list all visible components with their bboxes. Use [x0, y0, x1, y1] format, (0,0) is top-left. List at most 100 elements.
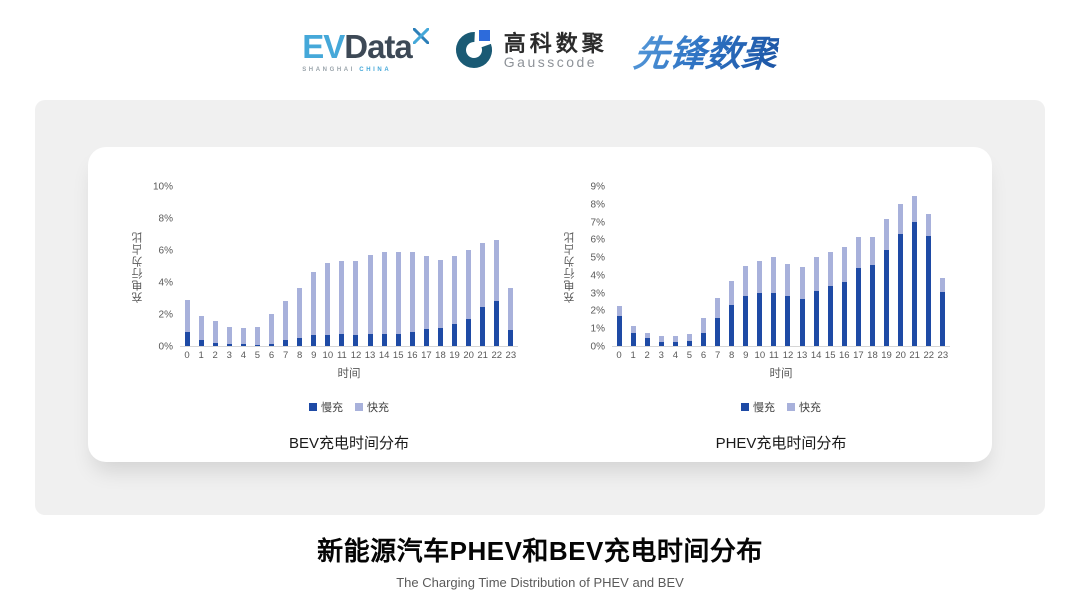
bar-segment-fast: [785, 264, 791, 297]
bar-segment-slow: [409, 331, 415, 346]
bar-hour-2: [640, 332, 654, 346]
gray-panel: 充电行为占比 0% 2% 4% 6% 8% 10% 0 1 2 3 4 5 6 7 8 9 10 11 12 13 1…: [35, 100, 1045, 515]
legend-label: 快充: [367, 402, 389, 414]
legend-item-fast: 快充: [787, 399, 821, 415]
stacked-bar: [212, 321, 218, 346]
bar-hour-12: [349, 261, 363, 346]
bar-segment-slow: [827, 286, 833, 346]
stacked-bar: [701, 317, 706, 346]
stacked-bar: [785, 264, 791, 346]
y-tick-label: 0%: [158, 341, 173, 353]
stacked-bar: [325, 262, 331, 346]
bar-segment-fast: [869, 236, 875, 266]
bar-hour-17: [851, 236, 865, 346]
bar-hour-23: [504, 288, 518, 346]
bar-segment-slow: [757, 292, 763, 346]
evdata-x-mark-icon: [412, 16, 430, 49]
page-subtitle: The Charging Time Distribution of PHEV a…: [396, 575, 684, 590]
bar-segment-slow: [367, 334, 373, 346]
bar-hour-14: [377, 252, 391, 346]
bar-segment-fast: [658, 336, 664, 342]
y-tick-label: 6%: [590, 234, 605, 246]
x-tick-label: 15: [392, 350, 404, 361]
legend-label: 快充: [799, 402, 821, 414]
bar-segment-fast: [339, 261, 345, 334]
bar-segment-fast: [437, 259, 443, 328]
stacked-bar: [466, 250, 472, 346]
bar-segment-fast: [198, 315, 204, 341]
stacked-bar: [184, 299, 190, 346]
stacked-bar: [297, 288, 303, 346]
legend-swatch: [741, 403, 749, 411]
evdata-ev-text: EV: [302, 27, 345, 65]
bev-y-axis-label: 充电行为占比: [132, 231, 144, 303]
stacked-bar: [827, 251, 833, 346]
stacked-bar: [841, 247, 847, 346]
x-tick-label: 13: [364, 350, 376, 361]
bar-segment-fast: [701, 317, 706, 333]
bar-segment-slow: [701, 332, 706, 346]
bar-hour-15: [823, 251, 837, 346]
x-tick-label: 22: [491, 350, 503, 361]
y-tick-label: 3%: [590, 288, 605, 300]
x-tick-label: 23: [937, 350, 949, 361]
stacked-bar: [912, 195, 918, 346]
x-tick-label: 14: [810, 350, 822, 361]
x-tick-label: 19: [881, 350, 892, 361]
bar-segment-fast: [423, 256, 429, 330]
bar-segment-fast: [855, 236, 861, 268]
gausscode-logo: 高科数聚 Gausscode: [454, 26, 608, 77]
phev-chart: 充电行为占比 0% 1% 2% 3% 4% 5% 6% 7% 8% 9% 0 1 2 3 4 5 6 7 8 9 10…: [562, 182, 950, 462]
x-tick-label: 16: [839, 350, 850, 361]
x-tick-label: 1: [198, 350, 204, 361]
bar-segment-fast: [297, 288, 303, 338]
phev-chart-plot-area: 充电行为占比 0% 1% 2% 3% 4% 5% 6% 7% 8% 9% 0 1 2 3 4 5 6 7 8 9 10…: [562, 182, 950, 453]
evdata-subtitle: SHANGHAI CHINA: [302, 67, 428, 73]
bar-segment-fast: [630, 325, 636, 333]
x-tick-label: 18: [435, 350, 446, 361]
stacked-bar: [686, 333, 692, 346]
bar-segment-slow: [715, 317, 721, 346]
x-tick-label: 12: [782, 350, 794, 361]
phev-x-axis-label: 时间: [769, 368, 793, 380]
bev-y-axis-ticks: 0% 2% 4% 6% 8% 10%: [146, 182, 180, 353]
legend-swatch: [355, 403, 363, 411]
bev-chart-title: BEV充电时间分布: [288, 435, 409, 452]
bar-segment-slow: [325, 334, 331, 346]
stacked-bar: [855, 236, 861, 346]
x-tick-label: 10: [754, 350, 766, 361]
stacked-bar: [395, 252, 401, 346]
bar-segment-fast: [884, 218, 890, 250]
bar-hour-20: [462, 250, 476, 346]
stacked-bar: [339, 261, 345, 346]
bev-x-axis-label: 时间: [337, 368, 361, 380]
bar-hour-6: [264, 314, 278, 346]
bar-hour-0: [612, 306, 626, 346]
bar-hour-9: [307, 272, 321, 346]
bar-segment-fast: [269, 314, 274, 344]
bar-segment-slow: [423, 329, 429, 346]
bar-segment-fast: [212, 321, 218, 343]
bar-hour-8: [293, 288, 307, 346]
bar-segment-slow: [841, 282, 847, 346]
bar-segment-fast: [757, 260, 763, 293]
bar-hour-18: [433, 259, 447, 346]
bar-hour-19: [879, 218, 893, 346]
bar-segment-fast: [898, 203, 904, 234]
x-tick-label: 10: [322, 350, 334, 361]
x-tick-label: 19: [449, 350, 460, 361]
bar-segment-fast: [644, 332, 650, 338]
stacked-bar: [898, 203, 904, 346]
bar-segment-fast: [729, 281, 735, 306]
gausscode-text: 高科数聚 Gausscode: [504, 32, 608, 70]
x-tick-label: 12: [350, 350, 362, 361]
x-tick-label: 20: [463, 350, 474, 361]
stacked-bar: [381, 252, 387, 346]
bar-segment-slow: [855, 267, 861, 346]
x-tick-label: 2: [644, 350, 650, 361]
x-tick-label: 9: [743, 350, 749, 361]
bar-hour-18: [865, 236, 879, 346]
bar-segment-fast: [508, 288, 514, 330]
x-tick-label: 7: [714, 350, 721, 361]
evdata-wordmark: EVData: [302, 27, 430, 65]
